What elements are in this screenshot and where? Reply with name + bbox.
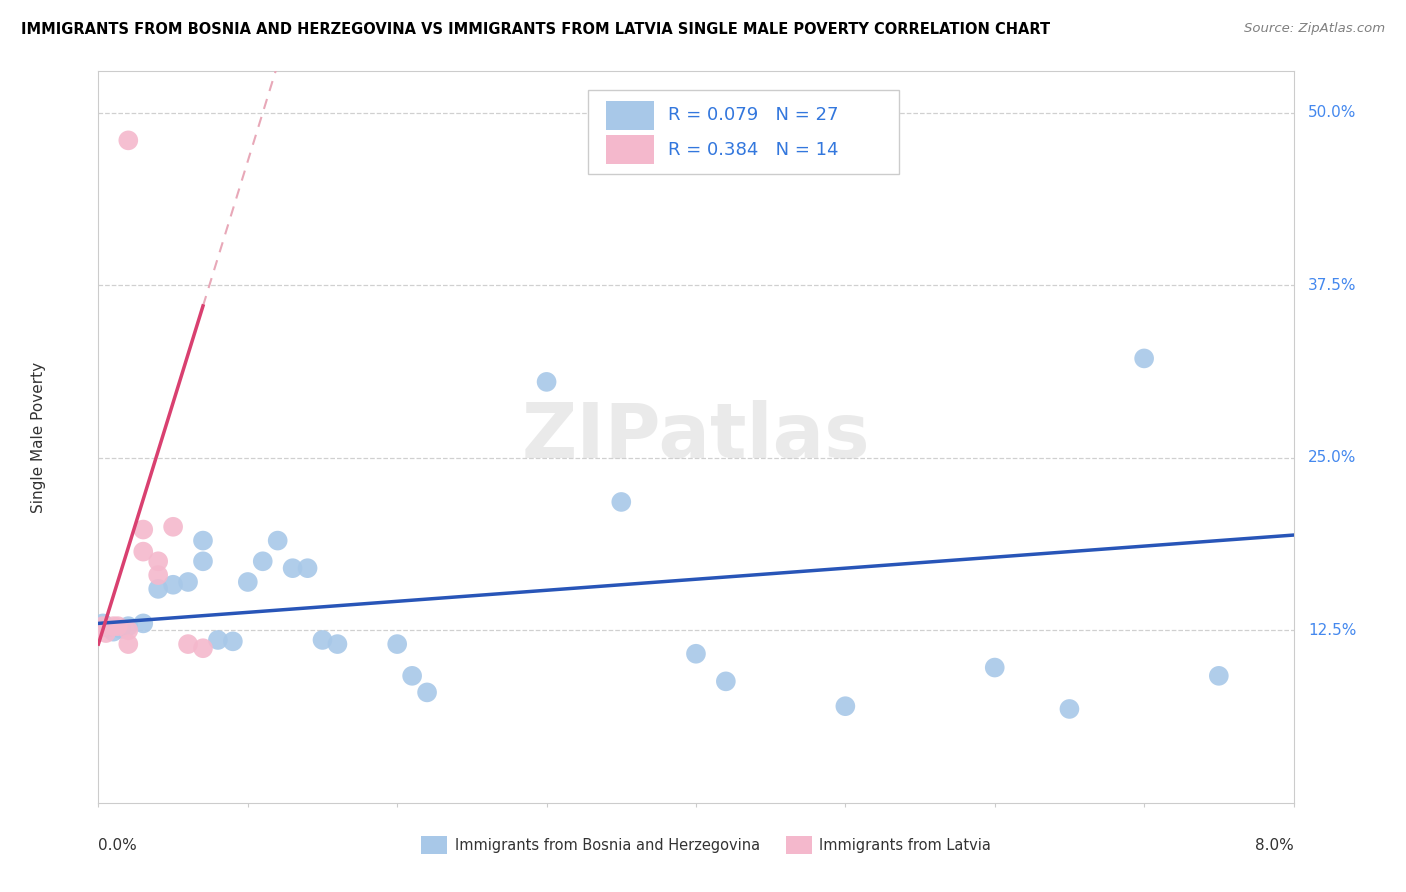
Point	[148, 582, 170, 596]
Point	[385, 637, 409, 651]
Point	[267, 533, 290, 548]
Point	[148, 568, 170, 582]
Text: 0.0%: 0.0%	[98, 838, 138, 853]
Point	[311, 632, 333, 647]
Text: R = 0.384   N = 14: R = 0.384 N = 14	[668, 141, 839, 159]
Point	[132, 523, 155, 537]
Text: R = 0.079   N = 27: R = 0.079 N = 27	[668, 106, 839, 124]
Point	[132, 544, 155, 558]
Point	[117, 133, 139, 147]
Point	[1059, 702, 1081, 716]
Text: IMMIGRANTS FROM BOSNIA AND HERZEGOVINA VS IMMIGRANTS FROM LATVIA SINGLE MALE POV: IMMIGRANTS FROM BOSNIA AND HERZEGOVINA V…	[21, 22, 1050, 37]
Point	[162, 520, 184, 534]
Point	[326, 637, 349, 651]
Point	[177, 637, 200, 651]
Point	[222, 634, 245, 648]
Point	[177, 574, 200, 589]
Bar	[786, 837, 811, 854]
Point	[132, 616, 155, 631]
Point	[96, 621, 118, 635]
Text: 25.0%: 25.0%	[1308, 450, 1357, 466]
Point	[94, 626, 117, 640]
Point	[207, 632, 229, 647]
Text: 50.0%: 50.0%	[1308, 105, 1357, 120]
Point	[191, 641, 214, 656]
Point	[91, 616, 114, 631]
Text: Source: ZipAtlas.com: Source: ZipAtlas.com	[1244, 22, 1385, 36]
Text: Immigrants from Bosnia and Herzegovina: Immigrants from Bosnia and Herzegovina	[454, 838, 759, 853]
Text: 12.5%: 12.5%	[1308, 623, 1357, 638]
Text: 37.5%: 37.5%	[1308, 277, 1357, 293]
Text: Immigrants from Latvia: Immigrants from Latvia	[820, 838, 991, 853]
Point	[252, 554, 274, 568]
Point	[610, 495, 633, 509]
Point	[117, 637, 139, 651]
Text: 8.0%: 8.0%	[1254, 838, 1294, 853]
Point	[107, 619, 129, 633]
Point	[162, 578, 184, 592]
Point	[281, 561, 304, 575]
Point	[191, 533, 214, 548]
Point	[834, 699, 856, 714]
Point	[117, 624, 139, 638]
Point	[1208, 669, 1230, 683]
Point	[714, 674, 737, 689]
Point	[103, 624, 125, 639]
Text: Single Male Poverty: Single Male Poverty	[31, 361, 46, 513]
Point	[685, 647, 707, 661]
Point	[117, 619, 139, 633]
Bar	[606, 101, 654, 130]
Text: ZIPatlas: ZIPatlas	[522, 401, 870, 474]
Point	[401, 669, 423, 683]
Bar	[606, 135, 654, 164]
Point	[148, 554, 170, 568]
Point	[297, 561, 319, 575]
Point	[236, 574, 259, 589]
Point	[416, 685, 439, 699]
Point	[1133, 351, 1156, 366]
Point	[191, 554, 214, 568]
Point	[91, 619, 114, 633]
Point	[984, 660, 1007, 674]
Point	[110, 622, 132, 636]
Point	[536, 375, 558, 389]
Point	[103, 619, 125, 633]
Bar	[422, 837, 447, 854]
FancyBboxPatch shape	[589, 90, 900, 174]
